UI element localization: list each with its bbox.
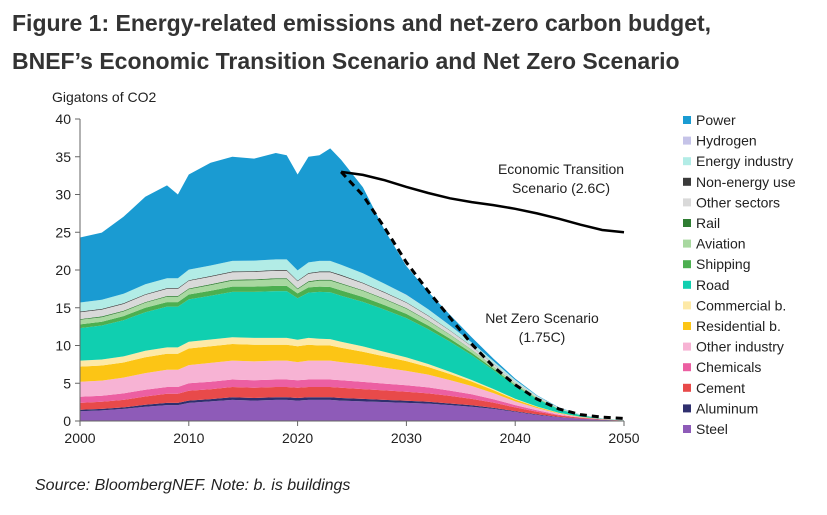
legend: Power Hydrogen Energy industry Non-energy u… — [683, 112, 796, 437]
legend-label: Shipping — [696, 256, 751, 272]
figure-title-line-2: BNEF’s Economic Transition Scenario and … — [12, 48, 680, 74]
legend-label: Residential b. — [696, 318, 781, 334]
net-zero-line — [340, 170, 625, 420]
legend-item-non-energy-use: Non-energy use — [683, 174, 796, 190]
legend-item-hydrogen: Hydrogen — [683, 133, 757, 149]
x-tick-label: 2010 — [173, 430, 204, 446]
legend-swatch — [683, 136, 691, 145]
legend-item-energy-industry: Energy industry — [683, 153, 793, 169]
net-zero-label-line-1: Net Zero Scenario — [485, 310, 599, 326]
legend-item-cement: Cement — [683, 380, 745, 396]
x-tick-label: 2040 — [500, 430, 531, 446]
legend-label: Other industry — [696, 339, 784, 355]
legend-label: Aluminum — [696, 400, 758, 416]
legend-swatch — [683, 425, 691, 433]
legend-label: Power — [696, 112, 736, 128]
legend-label: Energy industry — [696, 153, 793, 169]
economic-transition-label-line-1: Economic Transition — [498, 161, 624, 177]
area-road — [80, 291, 624, 421]
y-tick-label: 35 — [55, 149, 71, 165]
y-axis-label: Gigatons of CO2 — [52, 89, 156, 105]
legend-swatch — [683, 239, 691, 248]
legend-item-other-industry: Other industry — [683, 339, 784, 355]
legend-swatch — [683, 157, 691, 166]
y-tick-label: 0 — [63, 413, 71, 429]
y-tick-label: 30 — [55, 187, 71, 203]
legend-label: Aviation — [696, 236, 746, 252]
x-tick-label: 2050 — [608, 430, 639, 446]
y-tick-label: 20 — [55, 262, 71, 278]
legend-label: Hydrogen — [696, 133, 757, 149]
area-power — [80, 148, 624, 421]
x-tick-label: 2030 — [391, 430, 422, 446]
economic-transition-label-line-2: Scenario (2.6C) — [512, 180, 610, 196]
area-steel — [80, 399, 624, 421]
legend-swatch — [683, 404, 691, 413]
legend-swatch — [683, 363, 691, 372]
legend-item-aviation: Aviation — [683, 236, 746, 252]
legend-label: Rail — [696, 215, 720, 231]
legend-item-commercial-b: Commercial b. — [683, 297, 786, 313]
source-note: Source: BloombergNEF. Note: b. is buildi… — [35, 477, 351, 494]
legend-item-shipping: Shipping — [683, 256, 751, 272]
area-other-industry — [80, 360, 624, 421]
emissions-chart: Gigatons of CO2 0 5 10 15 20 25 30 35 40 2000 2010… — [52, 89, 796, 446]
legend-swatch — [683, 322, 691, 330]
legend-swatch — [683, 116, 691, 124]
x-tick-label: 2020 — [282, 430, 313, 446]
legend-item-steel: Steel — [683, 421, 728, 437]
legend-item-chemicals: Chemicals — [683, 359, 761, 375]
y-tick-label: 15 — [55, 300, 71, 316]
y-tick-label: 25 — [55, 224, 71, 240]
scenario-lines — [340, 170, 625, 420]
legend-label: Cement — [696, 380, 745, 396]
legend-item-road: Road — [683, 277, 729, 293]
legend-swatch — [683, 342, 691, 351]
legend-item-other-sectors: Other sectors — [683, 194, 780, 210]
net-zero-label-line-2: (1.75C) — [519, 329, 566, 345]
x-tick-label: 2000 — [64, 430, 95, 446]
legend-item-aluminum: Aluminum — [683, 400, 758, 416]
figure-title-line-1: Figure 1: Energy-related emissions and n… — [12, 10, 712, 36]
economic-transition-line — [340, 170, 625, 234]
area-chemicals — [80, 379, 624, 421]
y-tick-label: 10 — [55, 338, 71, 354]
legend-swatch — [683, 219, 691, 227]
y-tick-label: 5 — [63, 375, 71, 391]
legend-label: Commercial b. — [696, 297, 786, 313]
legend-label: Chemicals — [696, 359, 761, 375]
legend-label: Non-energy use — [696, 174, 796, 190]
axes: 0 5 10 15 20 25 30 35 40 2000 2010 2020 2030 2040 2050 — [55, 111, 639, 446]
y-tick-label: 40 — [55, 111, 71, 127]
legend-swatch — [683, 198, 691, 207]
area-cement — [80, 387, 624, 421]
stacked-areas — [80, 148, 624, 421]
legend-label: Road — [696, 277, 729, 293]
legend-swatch — [683, 301, 691, 310]
legend-item-rail: Rail — [683, 215, 720, 231]
area-residential-b — [80, 344, 624, 421]
legend-item-power: Power — [683, 112, 736, 128]
legend-swatch — [683, 280, 691, 289]
legend-label: Other sectors — [696, 194, 780, 210]
legend-item-residential-b: Residential b. — [683, 318, 781, 334]
legend-label: Steel — [696, 421, 728, 437]
legend-swatch — [683, 260, 691, 269]
legend-swatch — [683, 383, 691, 392]
legend-swatch — [683, 177, 691, 186]
